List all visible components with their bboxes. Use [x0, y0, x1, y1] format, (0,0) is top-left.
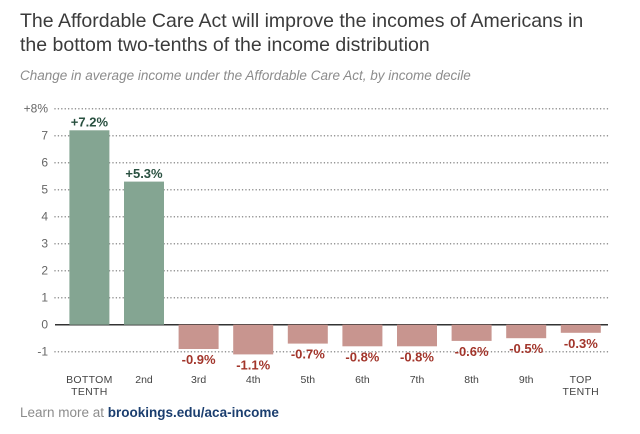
svg-text:7th: 7th	[410, 374, 425, 386]
svg-text:-1.1%: -1.1%	[236, 357, 270, 372]
svg-text:TENTH: TENTH	[71, 386, 108, 398]
svg-text:9th: 9th	[519, 374, 534, 386]
svg-text:-0.7%: -0.7%	[291, 347, 325, 362]
svg-text:1: 1	[41, 291, 48, 305]
svg-text:+5.3%: +5.3%	[125, 166, 163, 181]
svg-text:4th: 4th	[246, 374, 261, 386]
svg-text:-0.8%: -0.8%	[400, 349, 434, 364]
svg-text:TENTH: TENTH	[563, 386, 600, 398]
svg-text:8th: 8th	[464, 374, 479, 386]
svg-text:2: 2	[41, 264, 48, 278]
svg-text:+8%: +8%	[24, 102, 49, 116]
svg-text:-0.5%: -0.5%	[509, 341, 543, 356]
svg-text:-0.9%: -0.9%	[182, 352, 216, 367]
svg-text:3rd: 3rd	[191, 374, 206, 386]
svg-text:+7.2%: +7.2%	[71, 115, 109, 130]
svg-text:TOP: TOP	[570, 374, 592, 386]
svg-text:-0.3%: -0.3%	[564, 336, 598, 351]
svg-text:3: 3	[41, 237, 48, 251]
svg-text:5th: 5th	[300, 374, 315, 386]
svg-text:BOTTOM: BOTTOM	[66, 374, 113, 386]
svg-text:-0.6%: -0.6%	[455, 344, 489, 359]
svg-text:0: 0	[41, 318, 48, 332]
svg-text:6: 6	[41, 156, 48, 170]
svg-text:5: 5	[41, 183, 48, 197]
svg-text:2nd: 2nd	[135, 374, 153, 386]
svg-text:4: 4	[41, 210, 48, 224]
svg-text:7: 7	[41, 129, 48, 143]
svg-text:-0.8%: -0.8%	[345, 349, 379, 364]
svg-text:6th: 6th	[355, 374, 370, 386]
svg-text:-1: -1	[37, 345, 48, 359]
